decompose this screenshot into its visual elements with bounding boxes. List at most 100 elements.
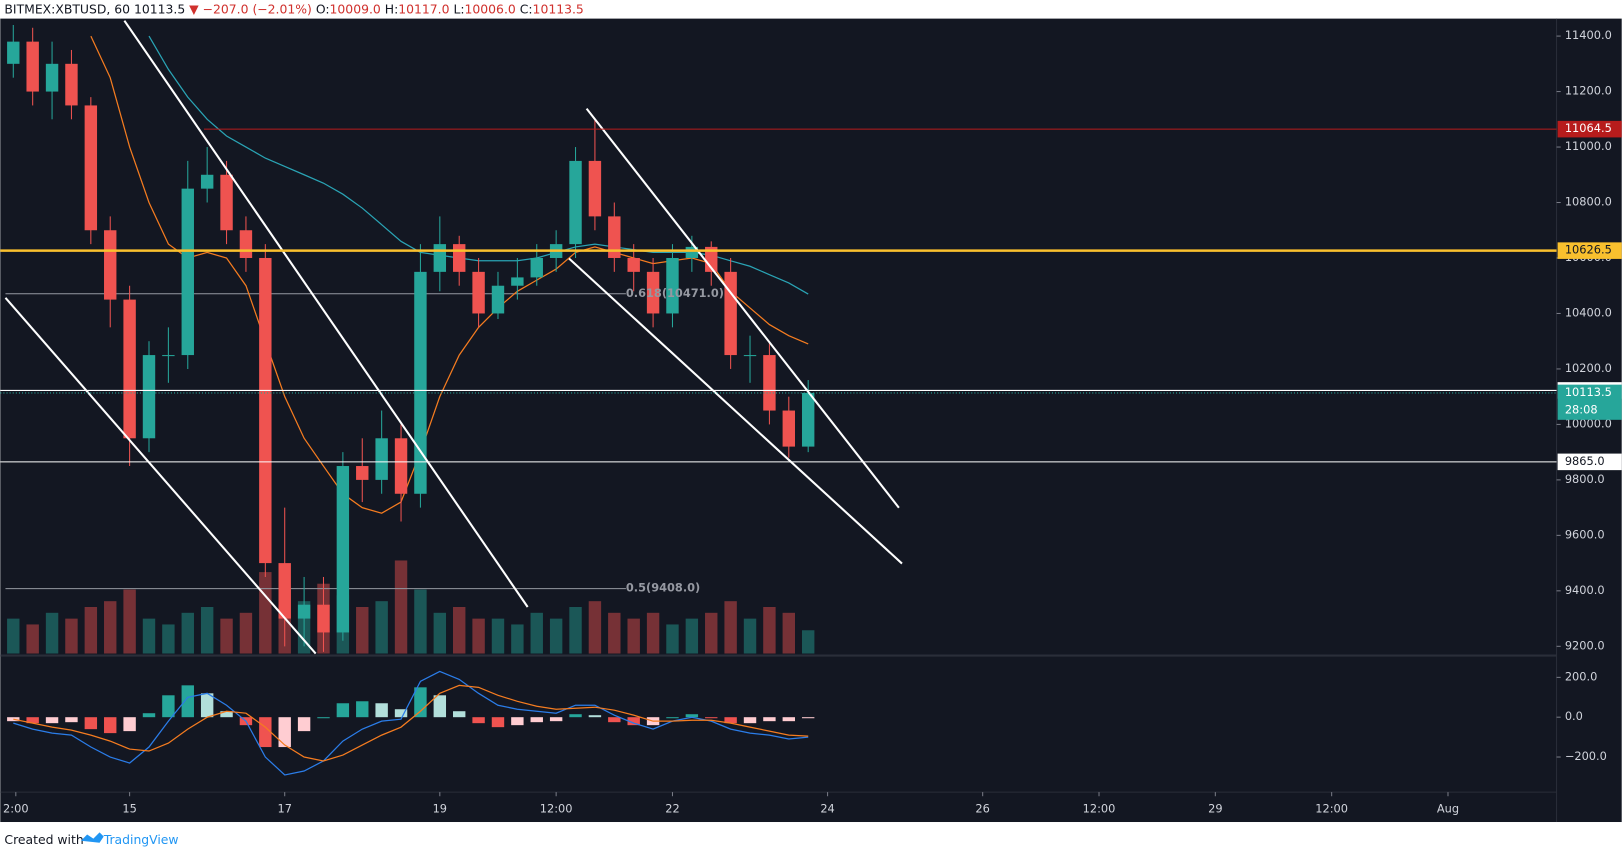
y-tick-label: 10400.0 bbox=[1565, 305, 1612, 319]
candle-body bbox=[627, 257, 640, 272]
x-tick-label: Aug bbox=[1437, 802, 1459, 816]
volume-bar bbox=[724, 601, 737, 654]
candle-body bbox=[588, 160, 602, 217]
macd-histogram-bar bbox=[200, 693, 214, 718]
macd-histogram-bar bbox=[685, 714, 699, 718]
y-tick-label: 9600.0 bbox=[1565, 527, 1605, 541]
macd-histogram-bar bbox=[278, 717, 291, 748]
macd-histogram-bar bbox=[705, 717, 718, 719]
candle-body bbox=[491, 285, 505, 314]
macd-histogram-bar bbox=[743, 717, 757, 724]
macd-histogram-bar bbox=[394, 709, 408, 718]
trend-line bbox=[585, 107, 900, 509]
l: 10006.0 bbox=[465, 1, 516, 16]
volume-bar bbox=[259, 572, 272, 654]
candle-body bbox=[162, 355, 175, 357]
c-label: C: bbox=[520, 1, 533, 16]
countdown: 28:08 bbox=[1565, 403, 1598, 417]
volume-bar bbox=[782, 612, 796, 654]
candle-body bbox=[239, 230, 253, 258]
candle-body bbox=[646, 271, 660, 314]
macd-histogram-bar bbox=[433, 695, 447, 718]
volume-bar bbox=[414, 589, 427, 654]
candle-body bbox=[530, 257, 543, 278]
volume-bar bbox=[705, 612, 718, 654]
macd-histogram-bar bbox=[26, 717, 39, 724]
macd-histogram-bar bbox=[336, 703, 350, 718]
macd-histogram-bar bbox=[65, 717, 78, 723]
macd-histogram-bar bbox=[104, 717, 117, 734]
y-tick-label: 10800.0 bbox=[1565, 195, 1612, 209]
level-label: 10626.5 bbox=[1565, 243, 1612, 257]
volume-bar bbox=[530, 612, 543, 654]
macd-histogram-bar bbox=[356, 701, 369, 718]
overlay: 0.618(10471.0) 0.5(9408.0) 11064.5 10626.5 1… bbox=[0, 120, 1622, 595]
candle-body bbox=[278, 563, 291, 619]
last: 10113.5 bbox=[134, 1, 185, 16]
candle-body bbox=[569, 160, 582, 245]
trend-line bbox=[568, 257, 903, 565]
volume-bar bbox=[569, 606, 582, 654]
volume-bar bbox=[588, 601, 602, 654]
volume-bar bbox=[472, 618, 485, 654]
volume-bar bbox=[433, 612, 447, 654]
macd-y-tick-label: 0.0 bbox=[1565, 709, 1583, 723]
candle-body bbox=[104, 230, 117, 300]
l-label: L: bbox=[453, 1, 464, 16]
macd-histogram-bar bbox=[511, 717, 524, 726]
candle-body bbox=[142, 355, 156, 439]
volume-bar bbox=[608, 612, 621, 654]
candle-body bbox=[608, 216, 621, 258]
candle-body bbox=[317, 604, 330, 633]
macd-histogram-bar bbox=[491, 717, 505, 728]
volume-bar bbox=[181, 612, 194, 654]
volume-bar bbox=[666, 624, 679, 654]
footer-brand[interactable]: TradingView bbox=[103, 832, 179, 847]
symbol: BITMEX:XBTUSD, 60 10113.5 ▼ −207.0 (−2.0… bbox=[4, 1, 583, 16]
macd-histogram-bar bbox=[608, 717, 621, 723]
volume-bar bbox=[7, 618, 20, 654]
moving-average bbox=[90, 35, 809, 514]
x-tick-label: 12:00 bbox=[1315, 802, 1348, 816]
volume-bar bbox=[142, 618, 156, 654]
volume-bar bbox=[356, 606, 369, 654]
macd-histogram-bar bbox=[45, 717, 59, 724]
y-tick-label: 9200.0 bbox=[1565, 638, 1605, 652]
macd-y-tick-label: 200.0 bbox=[1565, 669, 1598, 683]
level-badge bbox=[1557, 453, 1622, 471]
last-price-badge bbox=[1557, 384, 1622, 420]
h: 10117.0 bbox=[398, 1, 449, 16]
macd-histogram-bar bbox=[375, 703, 388, 718]
candle-body bbox=[356, 466, 369, 480]
x-tick-label: 19 bbox=[433, 802, 447, 816]
macd-histogram-bar bbox=[549, 717, 563, 722]
candle-body bbox=[472, 271, 485, 314]
volume-bar bbox=[646, 612, 660, 654]
y-tick-label: 10200.0 bbox=[1565, 361, 1612, 375]
volume-bar bbox=[200, 606, 214, 654]
trend-line bbox=[4, 297, 317, 655]
candle-body bbox=[801, 392, 815, 447]
candle-body bbox=[220, 174, 233, 231]
fib-label: 0.5(9408.0) bbox=[626, 581, 700, 595]
candle-body bbox=[453, 244, 466, 272]
volume-bar bbox=[45, 612, 59, 654]
candle-body bbox=[394, 438, 408, 494]
level-label: 11064.5 bbox=[1565, 121, 1612, 135]
candle-body bbox=[84, 105, 98, 231]
level-label: 9865.0 bbox=[1565, 454, 1605, 468]
macd-histogram-bar bbox=[801, 717, 815, 719]
volume-bar bbox=[104, 601, 117, 654]
header-bar bbox=[0, 0, 1622, 19]
macd-histogram-bar bbox=[142, 713, 156, 718]
plot: 11400.011200.011000.010800.010600.010400… bbox=[3, 24, 1612, 816]
o-label: O: bbox=[316, 1, 330, 16]
x-tick-label: 12:00 bbox=[1083, 802, 1116, 816]
fib-label: 0.618(10471.0) bbox=[626, 286, 724, 300]
change: −207.0 (−2.01%) bbox=[203, 1, 312, 16]
macd-histogram-bar bbox=[530, 717, 543, 723]
volume-bar bbox=[491, 618, 505, 654]
macd-histogram-bar bbox=[666, 717, 679, 719]
